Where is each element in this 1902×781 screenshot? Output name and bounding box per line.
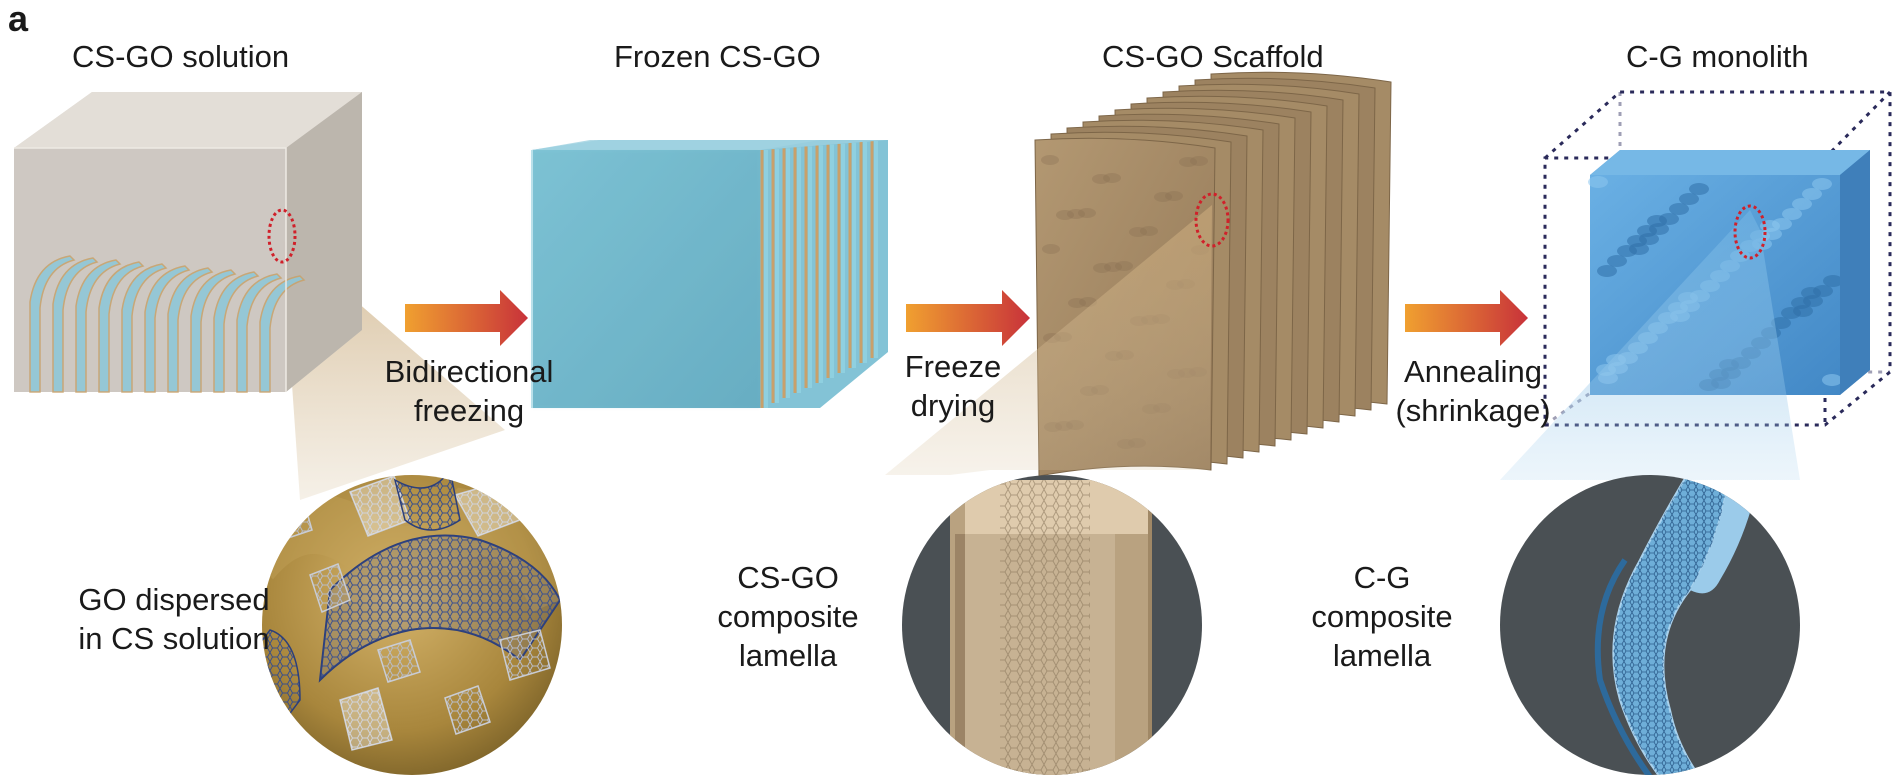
porous-wrinkle bbox=[1760, 220, 1780, 232]
inset-cs-go-lamella bbox=[902, 475, 1202, 775]
porous-wrinkle bbox=[1822, 374, 1842, 386]
go-lamellae bbox=[29, 255, 306, 393]
frozen-lamellae bbox=[760, 141, 878, 408]
arrow-1 bbox=[405, 290, 528, 346]
surface-wrinkle bbox=[1067, 209, 1085, 219]
transition-label-3: Annealing (shrinkage) bbox=[1395, 354, 1551, 428]
surface-wrinkle bbox=[1103, 173, 1121, 183]
go-lamella bbox=[167, 267, 214, 393]
transition-label-1: Bidirectional freezing bbox=[384, 354, 554, 428]
surface-wrinkle bbox=[1104, 262, 1122, 272]
stage-1-solution-cube bbox=[14, 92, 505, 500]
inset-caption-2: CS-GO composite lamella bbox=[717, 560, 859, 673]
stage-title-1: CS-GO solution bbox=[72, 39, 290, 74]
inset-caption-1: GO dispersed in CS solution bbox=[78, 582, 270, 656]
porous-wrinkle bbox=[1637, 225, 1657, 237]
stage-title-4: C-G monolith bbox=[1626, 39, 1809, 74]
surface-wrinkle bbox=[1041, 155, 1059, 165]
inset-caption-3: C-G composite lamella bbox=[1311, 560, 1453, 673]
go-lamella bbox=[29, 255, 76, 393]
go-lamella bbox=[52, 257, 99, 393]
porous-wrinkle bbox=[1647, 215, 1667, 227]
porous-wrinkle bbox=[1689, 183, 1709, 195]
surface-wrinkle bbox=[1093, 263, 1111, 273]
surface-wrinkle bbox=[1042, 244, 1060, 254]
porous-wrinkle bbox=[1781, 307, 1801, 319]
surface-wrinkle bbox=[1092, 174, 1110, 184]
porous-wrinkle bbox=[1627, 235, 1647, 247]
highlight-ring-2 bbox=[1194, 192, 1230, 248]
stage-title-2: Frozen CS-GO bbox=[614, 39, 821, 74]
stage-2-frozen-cube bbox=[531, 140, 888, 408]
surface-wrinkle bbox=[1129, 227, 1147, 237]
highlight-ring-3 bbox=[1733, 204, 1767, 260]
porous-wrinkle bbox=[1782, 208, 1802, 220]
porous-wrinkle bbox=[1771, 317, 1791, 329]
porous-wrinkle bbox=[1607, 255, 1627, 267]
surface-wrinkle bbox=[1165, 191, 1183, 201]
inset-go-dispersed bbox=[262, 475, 562, 775]
porous-wrinkle bbox=[1679, 193, 1699, 205]
go-lamella bbox=[236, 273, 283, 393]
porous-wrinkle bbox=[1792, 198, 1812, 210]
panel-label: a bbox=[8, 0, 29, 39]
porous-wrinkle bbox=[1588, 176, 1608, 188]
go-lamella bbox=[144, 265, 191, 393]
surface-wrinkle bbox=[1140, 226, 1158, 236]
surface-wrinkle bbox=[1154, 192, 1172, 202]
surface-wrinkle bbox=[1078, 208, 1096, 218]
go-lamella bbox=[98, 261, 145, 393]
highlight-ring-1 bbox=[267, 208, 297, 264]
stage-4-monolith bbox=[1500, 90, 1892, 480]
surface-wrinkle bbox=[1115, 261, 1133, 271]
stage-title-3: CS-GO Scaffold bbox=[1102, 39, 1324, 74]
arrow-3 bbox=[1405, 290, 1528, 346]
zoom-beam-3 bbox=[1500, 210, 1800, 480]
go-lamella bbox=[213, 271, 260, 393]
surface-wrinkle bbox=[1068, 298, 1086, 308]
porous-wrinkle bbox=[1669, 203, 1689, 215]
go-lamella bbox=[121, 263, 168, 393]
go-lamella bbox=[190, 269, 237, 393]
go-lamella bbox=[259, 275, 306, 393]
porous-wrinkle bbox=[1823, 275, 1843, 287]
surface-wrinkle bbox=[1190, 156, 1208, 166]
stage-3-scaffold bbox=[885, 71, 1392, 477]
porous-wrinkle bbox=[1617, 245, 1637, 257]
porous-wrinkle bbox=[1802, 188, 1822, 200]
inset-c-g-lamella bbox=[1500, 475, 1800, 775]
surface-wrinkle bbox=[1179, 157, 1197, 167]
porous-wrinkle bbox=[1812, 178, 1832, 190]
zoom-beam-2 bbox=[885, 205, 1212, 475]
porous-wrinkle bbox=[1801, 287, 1821, 299]
porous-wrinkle bbox=[1791, 297, 1811, 309]
go-lamella bbox=[75, 259, 122, 393]
arrow-2 bbox=[906, 290, 1030, 346]
transition-label-2: Freeze drying bbox=[904, 349, 1002, 423]
surface-wrinkle bbox=[1056, 210, 1074, 220]
porous-wrinkle bbox=[1597, 265, 1617, 277]
